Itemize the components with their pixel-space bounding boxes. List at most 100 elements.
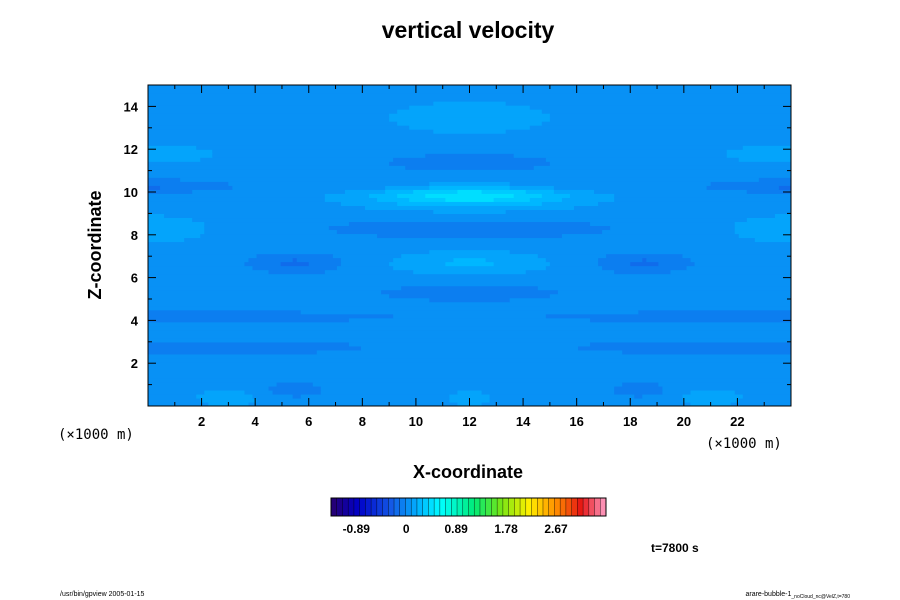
field-cell (292, 393, 302, 399)
field-cell (505, 101, 791, 106)
field-cell (148, 301, 791, 307)
field-cell (682, 253, 791, 259)
field-cell (148, 317, 350, 323)
field-cell (541, 193, 571, 198)
field-cell (348, 317, 591, 323)
colorbar-cell (577, 498, 584, 516)
field-cell (204, 221, 350, 227)
field-cell (148, 361, 791, 367)
field-cell (196, 145, 744, 150)
y-tick-label: 6 (131, 271, 138, 286)
field-cell (553, 185, 708, 190)
colorbar-cell (514, 498, 521, 516)
field-cell (148, 293, 390, 299)
field-cell (541, 201, 599, 206)
field-cell (148, 337, 791, 343)
field-cell (726, 153, 791, 158)
field-cell (192, 189, 346, 194)
field-cell (148, 321, 791, 327)
field-cell (320, 389, 459, 395)
field-cell (706, 185, 780, 190)
field-cell (296, 257, 342, 263)
field-cell (148, 169, 791, 174)
field-cell (710, 181, 791, 186)
field-cell (365, 205, 575, 210)
field-cell (204, 225, 330, 231)
field-cell (533, 165, 791, 170)
field-cell (738, 397, 791, 403)
field-cell (148, 325, 791, 331)
field-cell (746, 217, 791, 223)
colorbar-cell (468, 498, 475, 516)
field-cell (340, 201, 398, 206)
field-cell (148, 285, 402, 291)
field-cell (148, 225, 205, 231)
field-cell (252, 265, 338, 271)
colorbar-cell (560, 498, 567, 516)
field-cell (662, 389, 692, 395)
field-cell (244, 389, 274, 395)
colorbar-cell (434, 498, 441, 516)
field-cell (445, 261, 495, 267)
field-cell (642, 393, 684, 399)
field-cell (148, 265, 254, 271)
field-cell (148, 377, 791, 383)
field-cell (308, 261, 342, 267)
field-cell (529, 105, 791, 110)
field-cell (505, 129, 791, 134)
field-cell (481, 189, 527, 194)
x-tick-label: 14 (516, 414, 531, 429)
field-cell (336, 229, 603, 235)
field-cell (606, 253, 684, 259)
colorbar-tick-label: 0.89 (444, 522, 468, 536)
field-cell (429, 297, 511, 303)
field-cell (413, 189, 459, 194)
field-cell (300, 309, 639, 315)
colorbar-cell (588, 498, 595, 516)
field-cell (545, 157, 740, 162)
field-cell (513, 153, 728, 158)
field-cell (324, 193, 370, 198)
field-cell (332, 253, 402, 259)
field-cell (622, 349, 791, 355)
colorbar-cell (451, 498, 458, 516)
field-cell (148, 357, 791, 363)
field-cell (148, 93, 791, 98)
field-cell (738, 233, 791, 239)
field-cell (401, 285, 539, 291)
field-cell (328, 225, 611, 231)
field-cell (425, 153, 515, 158)
field-cell (578, 345, 791, 351)
colorbar-cell (428, 498, 435, 516)
field-cell (148, 117, 390, 122)
field-cell (148, 133, 791, 138)
field-cell (754, 237, 791, 243)
colorbar-cell (365, 498, 372, 516)
field-cell (381, 289, 559, 295)
colorbar-cell (416, 498, 423, 516)
field-cell (642, 257, 647, 263)
field-cell (393, 157, 547, 162)
field-cell (537, 253, 607, 259)
field-cell (248, 401, 459, 406)
field-cell (324, 197, 378, 202)
x-tick-label: 2 (198, 414, 205, 429)
field-cell (148, 277, 791, 283)
colorbar-cell (525, 498, 532, 516)
field-cell (778, 185, 791, 190)
field-cell (397, 121, 543, 126)
field-cell (549, 113, 791, 118)
field-cell (148, 365, 791, 371)
field-cell (268, 269, 326, 275)
field-cell (148, 157, 201, 162)
field-cell (529, 125, 791, 130)
field-cell (774, 213, 791, 219)
colorbar-cell (445, 498, 452, 516)
field-cell (300, 393, 451, 399)
colorbar-cell (422, 498, 429, 516)
field-cell (590, 341, 791, 347)
field-cell (336, 265, 394, 271)
time-label: t=7800 s (651, 541, 699, 555)
field-cell (244, 261, 282, 267)
